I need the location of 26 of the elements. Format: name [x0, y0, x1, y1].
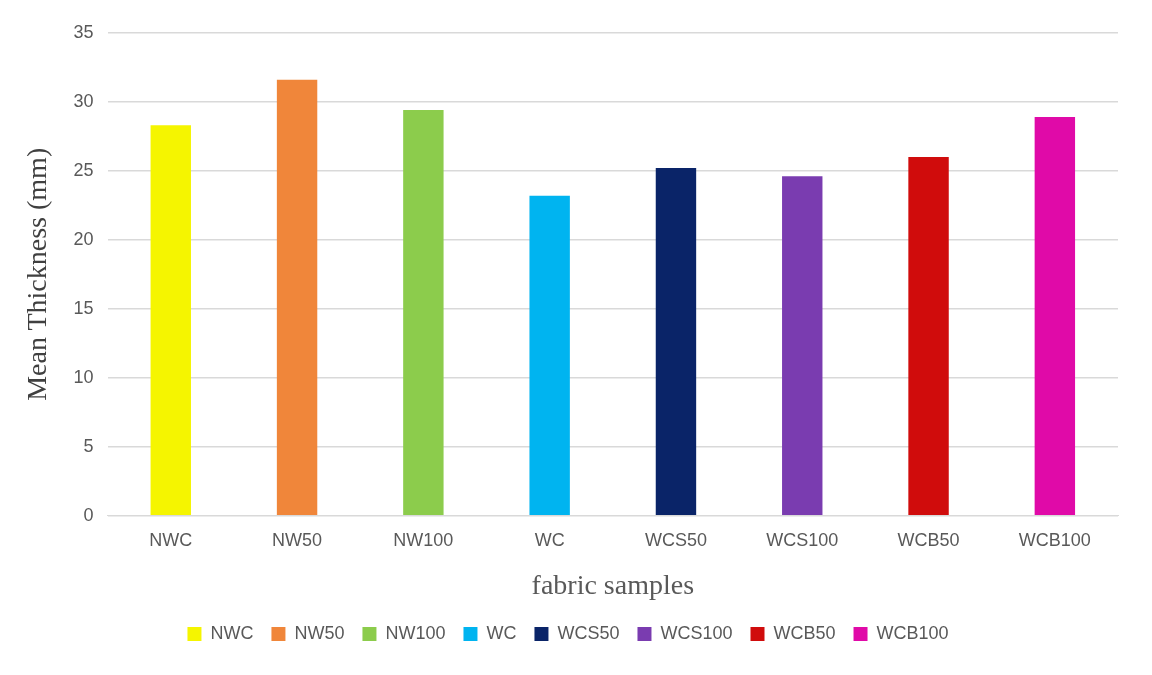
- legend-label: WCB100: [876, 622, 949, 643]
- y-tick-label: 5: [83, 435, 94, 456]
- x-tick-label: NW50: [272, 529, 323, 550]
- x-tick-label: WCB100: [1018, 529, 1091, 550]
- x-tick-label: NW100: [393, 529, 454, 550]
- y-tick-label: 20: [73, 228, 94, 249]
- y-axis-title: Mean Thickness (mm): [21, 147, 53, 401]
- legend-label: WCB50: [773, 622, 836, 643]
- y-tick-label: 0: [83, 504, 94, 525]
- x-tick-label: WCB50: [897, 529, 960, 550]
- legend-label: NW100: [385, 622, 446, 643]
- x-tick-label: NWC: [149, 529, 193, 550]
- y-tick-label: 15: [73, 297, 94, 318]
- y-tick-label: 10: [73, 366, 94, 387]
- legend-label: NW50: [294, 622, 345, 643]
- y-tick-label: 25: [73, 159, 94, 180]
- legend-label: WCS100: [660, 622, 733, 643]
- x-tick-label: WCS50: [644, 529, 707, 550]
- x-tick-label: WC: [534, 529, 565, 550]
- legend-label: NWC: [210, 622, 254, 643]
- x-axis-title: fabric samples: [531, 568, 695, 600]
- y-tick-label: 35: [73, 21, 94, 42]
- legend-label: WCS50: [557, 622, 620, 643]
- x-tick-label: WCS100: [766, 529, 839, 550]
- legend-label: WC: [486, 622, 517, 643]
- y-tick-label: 30: [73, 90, 94, 111]
